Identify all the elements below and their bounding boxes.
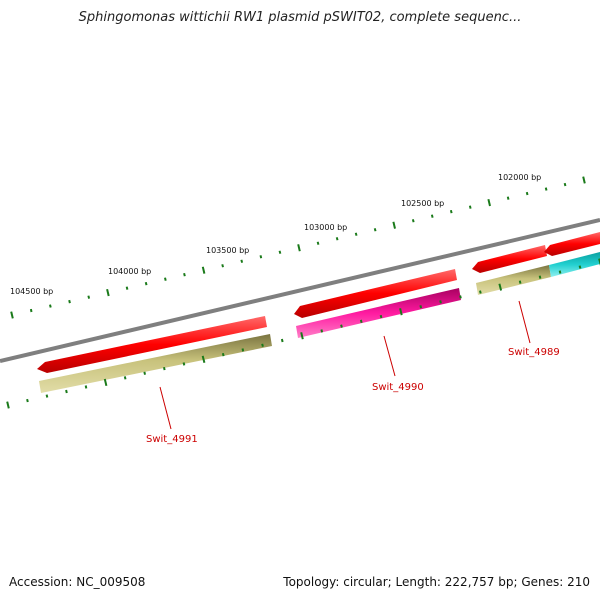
inner-ruler-minor-tick bbox=[45, 394, 49, 398]
inner-ruler bbox=[6, 258, 600, 409]
outer-ruler-minor-tick bbox=[468, 205, 472, 209]
gene-arrow-swit-4990[interactable] bbox=[294, 269, 457, 318]
inner-ruler-minor-tick bbox=[26, 398, 29, 403]
inner-ruler-minor-tick bbox=[241, 348, 245, 352]
leader-line-swit-4989 bbox=[518, 300, 531, 344]
ruler-label-102500: 102500 bp bbox=[401, 199, 444, 208]
outer-ruler-minor-tick bbox=[278, 250, 282, 254]
ruler-label-104500: 104500 bp bbox=[10, 287, 53, 296]
outer-ruler bbox=[10, 176, 586, 319]
outer-ruler-major-tick bbox=[106, 288, 110, 297]
topology-summary: Topology: circular; Length: 222,757 bp; … bbox=[283, 575, 590, 589]
backbone-line bbox=[0, 218, 600, 363]
inner-ruler-major-tick bbox=[498, 283, 503, 291]
outer-ruler-minor-tick bbox=[354, 232, 358, 236]
outer-ruler-major-tick bbox=[582, 176, 586, 184]
outer-ruler-minor-tick bbox=[563, 182, 567, 187]
gene-labels: Swit_4989 Swit_4990 Swit_4991 bbox=[146, 300, 560, 445]
gene-arrow-swit-4991[interactable] bbox=[37, 316, 267, 373]
inner-ruler-minor-tick bbox=[439, 300, 442, 304]
ruler-labels: 102000 bp 102500 bp 103000 bp 103500 bp … bbox=[10, 173, 541, 296]
map-title: Sphingomonas wittichii RW1 plasmid pSWIT… bbox=[78, 10, 522, 25]
inner-ruler-minor-tick bbox=[280, 338, 284, 343]
outer-ruler-minor-tick bbox=[164, 277, 167, 281]
outer-ruler-major-tick bbox=[10, 311, 14, 319]
inner-strand-bars bbox=[39, 252, 600, 393]
inner-ruler-minor-tick bbox=[359, 319, 363, 324]
outer-ruler-major-tick bbox=[487, 198, 491, 207]
ruler-label-103500: 103500 bp bbox=[206, 246, 249, 255]
outer-ruler-major-tick bbox=[201, 266, 206, 274]
outer-ruler-minor-tick bbox=[449, 209, 453, 214]
inner-bar-swit-4989[interactable] bbox=[476, 265, 551, 295]
outer-ruler-minor-tick bbox=[259, 255, 263, 259]
inner-ruler-minor-tick bbox=[518, 280, 522, 284]
outer-ruler-minor-tick bbox=[221, 264, 224, 268]
inner-ruler-minor-tick bbox=[578, 265, 582, 269]
inner-ruler-minor-tick bbox=[182, 362, 186, 366]
ruler-label-104000: 104000 bp bbox=[108, 267, 151, 276]
inner-ruler-major-tick bbox=[399, 308, 403, 316]
gene-label-swit-4991[interactable]: Swit_4991 bbox=[146, 434, 198, 445]
outer-ruler-minor-tick bbox=[49, 304, 52, 308]
gene-arrow-swit-4989[interactable] bbox=[472, 245, 547, 273]
outer-ruler-minor-tick bbox=[430, 214, 434, 218]
leader-line-swit-4991 bbox=[159, 386, 172, 430]
inner-ruler-minor-tick bbox=[261, 343, 264, 347]
outer-ruler-minor-tick bbox=[183, 272, 186, 277]
inner-ruler-minor-tick bbox=[459, 295, 462, 299]
outer-ruler-minor-tick bbox=[144, 281, 148, 286]
inner-ruler-minor-tick bbox=[320, 329, 324, 333]
inner-ruler-minor-tick bbox=[143, 371, 146, 375]
accession-text: Accession: NC_009508 bbox=[9, 575, 146, 589]
gene-arrow-next[interactable] bbox=[544, 232, 600, 256]
outer-ruler-minor-tick bbox=[373, 228, 377, 232]
inner-ruler-major-tick bbox=[598, 258, 600, 266]
outer-ruler-minor-tick bbox=[240, 259, 244, 263]
inner-ruler-major-tick bbox=[300, 332, 304, 340]
outer-ruler-minor-tick bbox=[68, 299, 71, 304]
gene-label-swit-4990[interactable]: Swit_4990 bbox=[372, 382, 424, 393]
outer-ruler-minor-tick bbox=[335, 237, 339, 241]
inner-ruler-minor-tick bbox=[538, 275, 542, 279]
ruler-label-102000: 102000 bp bbox=[498, 173, 541, 182]
inner-bar-next[interactable] bbox=[549, 252, 600, 277]
inner-ruler-minor-tick bbox=[479, 290, 482, 294]
inner-bar-swit-4991[interactable] bbox=[39, 334, 272, 393]
outer-ruler-minor-tick bbox=[29, 308, 33, 313]
inner-ruler-minor-tick bbox=[379, 314, 383, 319]
inner-ruler-minor-tick bbox=[340, 324, 343, 328]
inner-ruler-minor-tick bbox=[163, 366, 166, 371]
outer-ruler-major-tick bbox=[297, 244, 301, 252]
inner-ruler-minor-tick bbox=[84, 385, 88, 389]
outer-strand-genes bbox=[37, 232, 600, 373]
inner-ruler-major-tick bbox=[201, 355, 206, 363]
outer-ruler-major-tick bbox=[392, 221, 396, 229]
inner-ruler-minor-tick bbox=[419, 305, 423, 309]
inner-ruler-minor-tick bbox=[558, 270, 562, 274]
outer-ruler-minor-tick bbox=[544, 187, 548, 191]
inner-bar-swit-4990[interactable] bbox=[296, 288, 461, 338]
outer-ruler-minor-tick bbox=[411, 219, 415, 223]
inner-ruler-major-tick bbox=[6, 401, 10, 409]
outer-ruler-minor-tick bbox=[316, 241, 320, 245]
inner-ruler-minor-tick bbox=[221, 352, 225, 357]
outer-ruler-minor-tick bbox=[125, 286, 129, 290]
outer-ruler-minor-tick bbox=[506, 196, 510, 200]
leader-line-swit-4990 bbox=[383, 335, 396, 377]
gene-label-swit-4989[interactable]: Swit_4989 bbox=[508, 347, 560, 358]
outer-ruler-minor-tick bbox=[525, 191, 529, 196]
inner-ruler-minor-tick bbox=[123, 376, 127, 380]
inner-ruler-major-tick bbox=[103, 378, 108, 387]
inner-ruler-minor-tick bbox=[65, 389, 68, 394]
ruler-label-103000: 103000 bp bbox=[304, 223, 347, 232]
outer-ruler-minor-tick bbox=[87, 295, 91, 299]
